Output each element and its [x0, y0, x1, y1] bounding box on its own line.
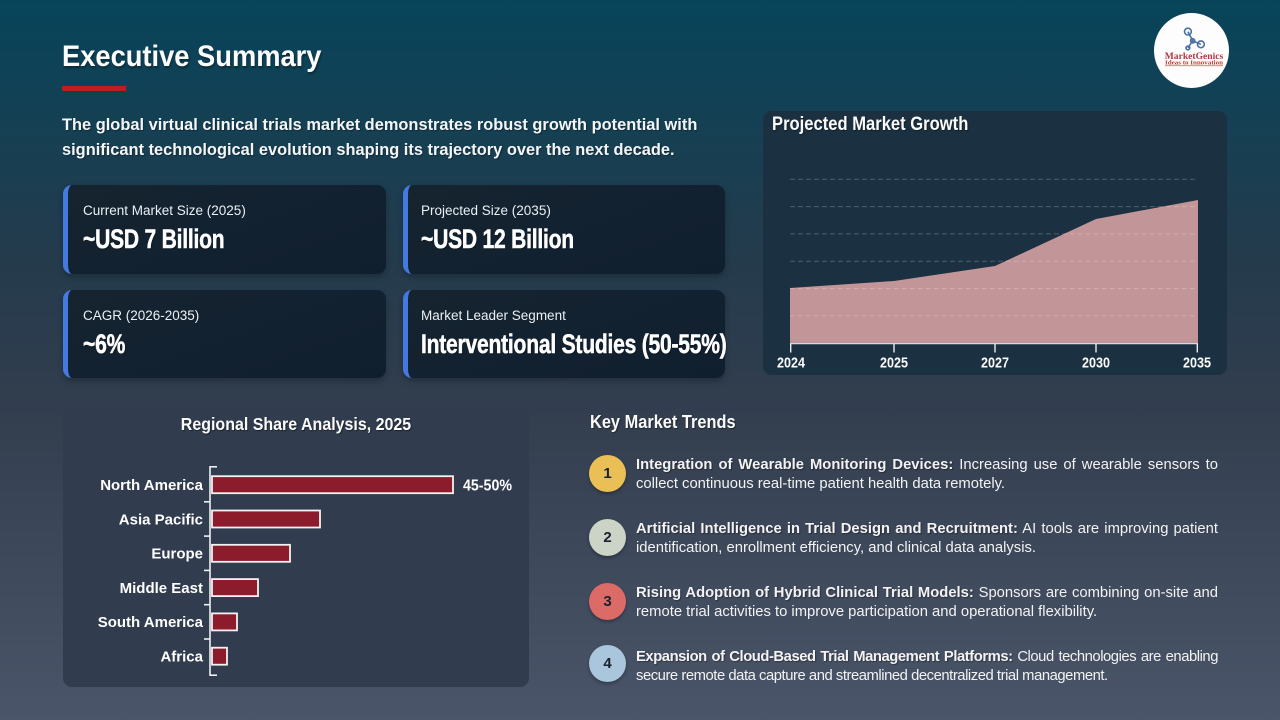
- svg-text:2035: 2035: [1183, 355, 1211, 372]
- svg-text:2024: 2024: [777, 355, 806, 372]
- svg-text:South America: South America: [98, 614, 204, 631]
- svg-text:2025: 2025: [880, 355, 908, 372]
- svg-text:Middle East: Middle East: [120, 580, 203, 597]
- svg-text:MarketGenics: MarketGenics: [1165, 51, 1224, 61]
- svg-text:45-50%: 45-50%: [463, 478, 512, 495]
- svg-text:2030: 2030: [1082, 355, 1110, 372]
- svg-text:Africa: Africa: [160, 649, 203, 666]
- svg-text:North America: North America: [100, 477, 203, 494]
- svg-text:Europe: Europe: [151, 546, 203, 563]
- svg-text:2027: 2027: [981, 355, 1009, 372]
- svg-text:Ideas to Innovation: Ideas to Innovation: [1165, 61, 1224, 67]
- svg-text:Asia Pacific: Asia Pacific: [119, 511, 203, 528]
